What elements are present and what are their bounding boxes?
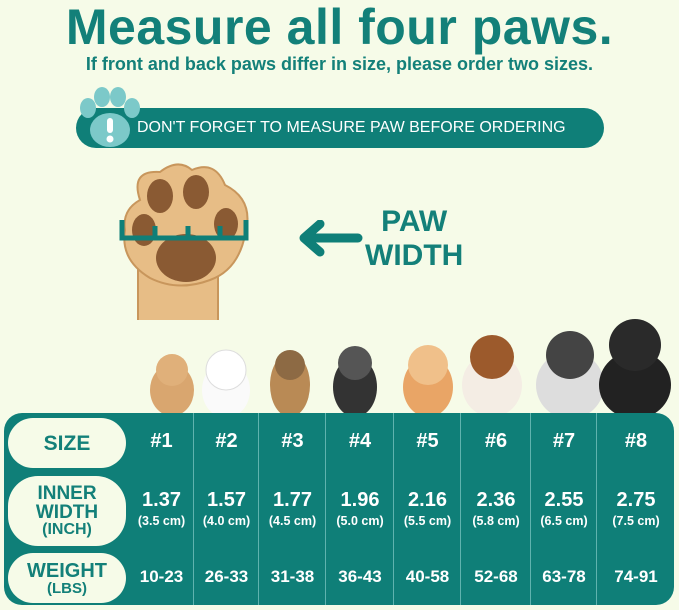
dog-breeds-photos bbox=[150, 319, 671, 415]
cell-size: #8 bbox=[624, 430, 648, 452]
cell-size: #3 bbox=[281, 430, 304, 452]
size-column: #1 1.37 (3.5 cm) 10-23 bbox=[130, 413, 193, 605]
cell-cm: (4.0 cm) bbox=[202, 514, 251, 528]
cell-cm: (7.5 cm) bbox=[612, 514, 660, 528]
cell-weight: 36-43 bbox=[338, 567, 382, 586]
cell-inch: 2.55 bbox=[544, 489, 584, 511]
cell-weight: 26-33 bbox=[204, 567, 249, 586]
weight-label-1: WEIGHT bbox=[27, 559, 107, 582]
paw-width-label: PAW WIDTH bbox=[365, 205, 463, 273]
size-column: #2 1.57 (4.0 cm) 26-33 bbox=[193, 413, 259, 605]
width-row-label: INNER WIDTH (INCH) bbox=[8, 476, 126, 546]
cell-cm: (6.5 cm) bbox=[540, 514, 588, 528]
cell-cm: (5.5 cm) bbox=[403, 514, 452, 528]
size-chart-table: SIZE INNER WIDTH (INCH) WEIGHT (LBS) #1 1… bbox=[4, 413, 674, 605]
cell-cm: (5.8 cm) bbox=[472, 514, 520, 528]
size-column: #8 2.75 (7.5 cm) 74-91 bbox=[596, 413, 674, 605]
page-title: Measure all four paws. bbox=[65, 0, 614, 55]
cell-size: #5 bbox=[416, 430, 439, 452]
cell-weight: 31-38 bbox=[270, 567, 315, 586]
cell-size: #2 bbox=[215, 430, 238, 452]
subtitle: If front and back paws differ in size, p… bbox=[85, 54, 594, 74]
cell-inch: 2.36 bbox=[476, 489, 516, 511]
size-column: #4 1.96 (5.0 cm) 36-43 bbox=[325, 413, 394, 605]
cell-cm: (3.5 cm) bbox=[137, 514, 186, 528]
paw-width-line2: WIDTH bbox=[365, 239, 464, 272]
cell-weight: 40-58 bbox=[405, 567, 450, 586]
width-label-3: (INCH) bbox=[42, 521, 92, 538]
weight-label-2: (LBS) bbox=[47, 579, 87, 597]
cell-size: #4 bbox=[348, 430, 372, 452]
reminder-text: DON'T FORGET TO MEASURE PAW BEFORE ORDER… bbox=[137, 119, 566, 136]
dog-photo bbox=[150, 354, 194, 415]
paw-warning-icon bbox=[80, 87, 140, 147]
size-column: #6 2.36 (5.8 cm) 52-68 bbox=[460, 413, 531, 605]
width-label-1: INNER bbox=[37, 483, 97, 504]
reminder-banner bbox=[76, 108, 604, 148]
cell-cm: (5.0 cm) bbox=[336, 514, 384, 528]
size-row-label: SIZE bbox=[8, 418, 126, 468]
dog-photo bbox=[403, 345, 453, 415]
size-column: #7 2.55 (6.5 cm) 63-78 bbox=[530, 413, 597, 605]
arrow-left-icon bbox=[299, 220, 363, 257]
cell-inch: 2.75 bbox=[616, 489, 656, 511]
cell-weight: 52-68 bbox=[474, 567, 518, 586]
cell-size: #7 bbox=[552, 430, 576, 452]
paw-ruler-illustration bbox=[119, 163, 249, 320]
cell-inch: 1.77 bbox=[273, 489, 312, 511]
cell-size: #1 bbox=[150, 430, 173, 452]
size-label: SIZE bbox=[43, 431, 91, 455]
cell-weight: 74-91 bbox=[614, 567, 658, 586]
dog-photo bbox=[270, 350, 310, 415]
dog-photo bbox=[536, 331, 604, 415]
dog-photo bbox=[599, 319, 671, 415]
dog-photo bbox=[333, 346, 377, 415]
cell-inch: 2.16 bbox=[408, 489, 447, 511]
cell-size: #6 bbox=[484, 430, 508, 452]
paw-width-line1: PAW bbox=[381, 205, 448, 238]
weight-row-label: WEIGHT (LBS) bbox=[8, 553, 126, 603]
size-column: #5 2.16 (5.5 cm) 40-58 bbox=[393, 413, 461, 605]
width-label-2: WIDTH bbox=[35, 502, 99, 523]
cell-inch: 1.96 bbox=[340, 489, 380, 511]
cell-weight: 10-23 bbox=[139, 567, 184, 586]
cell-cm: (4.5 cm) bbox=[268, 514, 317, 528]
cell-weight: 63-78 bbox=[542, 567, 586, 586]
dog-photo bbox=[202, 349, 250, 415]
dog-photo bbox=[462, 335, 522, 415]
cell-inch: 1.57 bbox=[207, 489, 246, 511]
size-column: #3 1.77 (4.5 cm) 31-38 bbox=[258, 413, 326, 605]
cell-inch: 1.37 bbox=[142, 489, 181, 511]
